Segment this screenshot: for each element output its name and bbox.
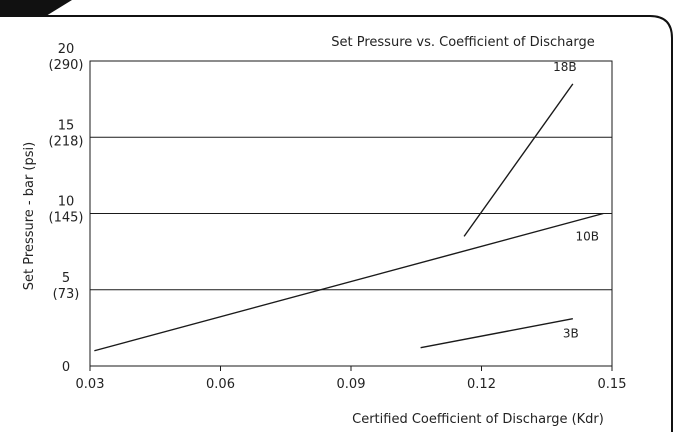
series-line-10b: [94, 212, 604, 352]
y-tick-label: 0: [62, 360, 70, 375]
y-axis-label: Set Pressure - bar (psi): [22, 142, 37, 290]
series-line-18b: [463, 83, 574, 237]
y-tick-label: 15: [58, 118, 75, 133]
x-axis-label: Certified Coefficient of Discharge (Kdr): [352, 412, 604, 427]
x-tick-label: 0.06: [206, 377, 235, 392]
y-tick-label: 20: [58, 42, 75, 57]
plot-frame: [89, 60, 613, 367]
grid: [90, 136, 612, 291]
y-tick-label: 10: [58, 195, 75, 210]
series-label-18b: 18B: [553, 60, 577, 74]
y-tick-sublabel: (73): [53, 287, 80, 302]
x-axis-ticks: 0.03 0.06 0.09 0.12 0.15: [76, 366, 627, 392]
x-tick-label: 0.15: [598, 377, 627, 392]
y-tick-sublabel: (145): [49, 211, 84, 226]
x-tick-label: 0.03: [76, 377, 105, 392]
series-line-3b: [420, 318, 573, 349]
panel-border: [0, 15, 673, 432]
series-label-3b: 3B: [563, 327, 579, 341]
x-tick-label: 0.12: [467, 377, 496, 392]
x-tick-label: 0.09: [337, 377, 366, 392]
y-tick-sublabel: (218): [49, 134, 84, 149]
y-tick-sublabel: (290): [49, 58, 84, 73]
y-tick-label: 5: [62, 271, 70, 286]
series-group: 3B 10B 18B: [94, 60, 604, 352]
series-label-10b: 10B: [576, 230, 600, 244]
corner-banner: [0, 0, 72, 16]
y-axis-ticks: 0 5(73) 10(145) 15(218) 20(290): [49, 42, 84, 375]
chart-title: Set Pressure vs. Coefficient of Discharg…: [331, 35, 594, 50]
